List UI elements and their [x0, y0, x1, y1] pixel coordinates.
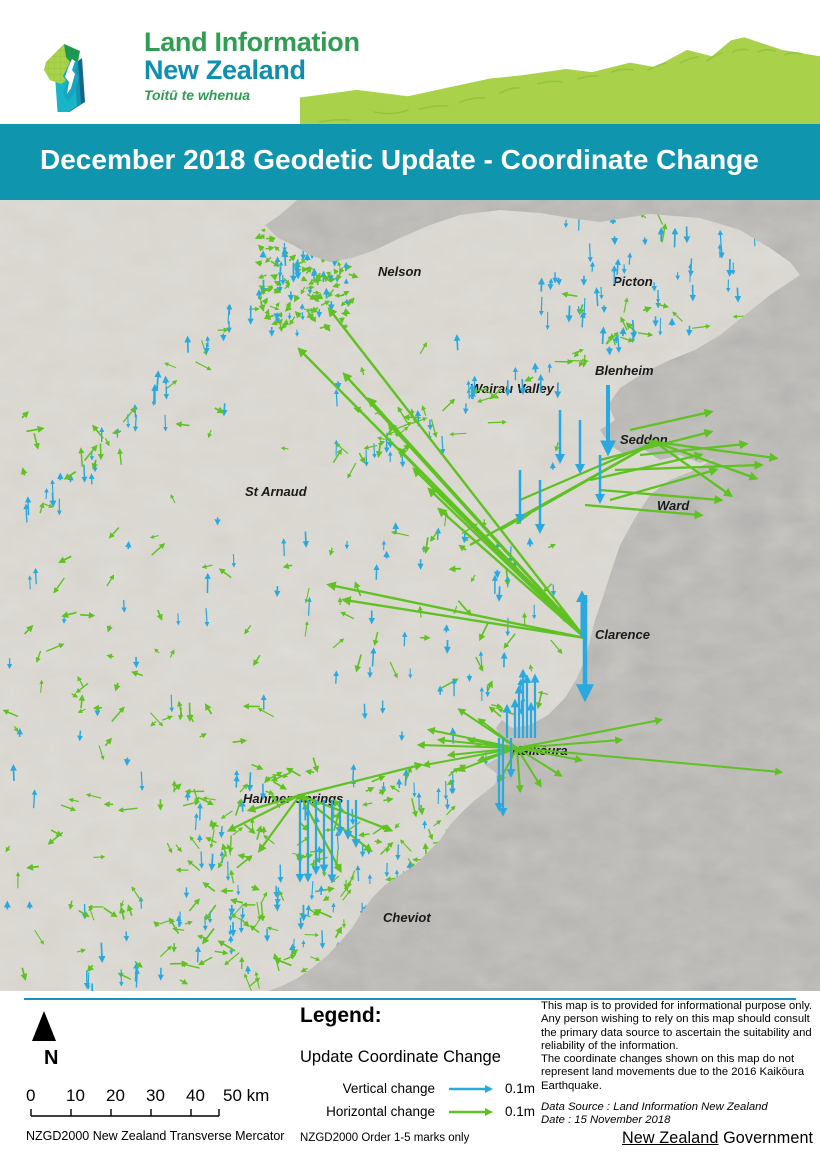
svg-text:30: 30: [146, 1086, 165, 1105]
svg-text:10: 10: [66, 1086, 85, 1105]
svg-text:20: 20: [106, 1086, 125, 1105]
svg-text:50 km: 50 km: [223, 1086, 269, 1105]
svg-text:40: 40: [186, 1086, 205, 1105]
svg-text:0: 0: [26, 1086, 35, 1105]
